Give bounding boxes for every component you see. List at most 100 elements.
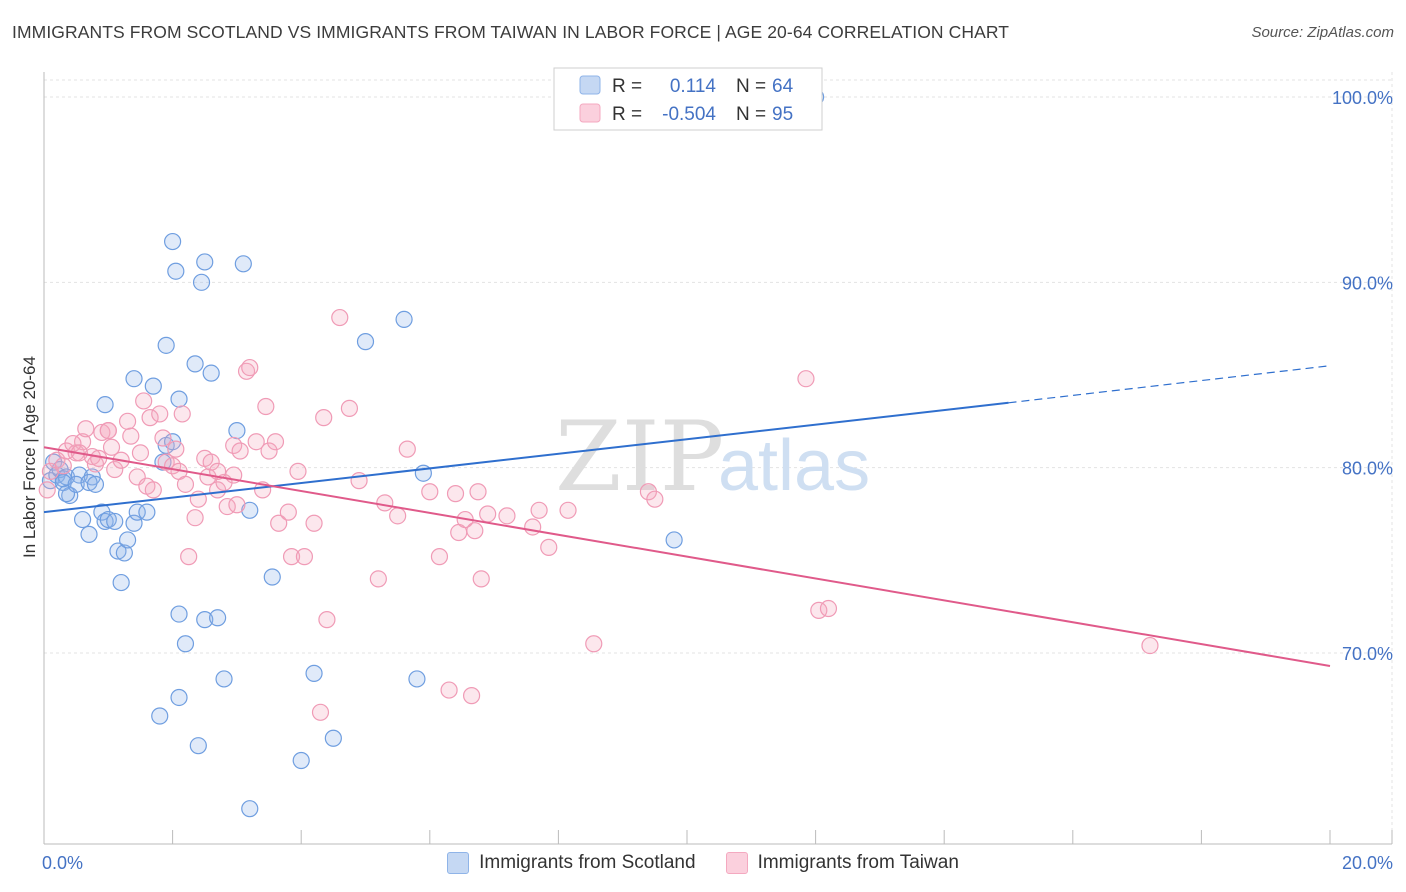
taiwan-point (819, 599, 838, 618)
scotland-point (292, 751, 310, 770)
scotland-point (209, 609, 227, 627)
x-tick-label: 0.0% (42, 853, 83, 873)
scotland-point (408, 670, 426, 688)
taiwan-point (318, 611, 336, 629)
scotland-point (138, 503, 156, 521)
scotland-point (215, 670, 233, 688)
legend-scotland-n-label: N = (736, 76, 766, 97)
scotland-point (86, 475, 105, 493)
taiwan-point (38, 481, 56, 499)
scotland-point (73, 510, 92, 529)
taiwan-point (446, 485, 465, 503)
taiwan-point (462, 687, 481, 705)
taiwan-point (228, 496, 246, 514)
taiwan-point (472, 570, 490, 588)
scotland-point (170, 605, 188, 623)
taiwan-point (466, 522, 484, 540)
taiwan-point (797, 370, 815, 388)
taiwan-point (151, 405, 169, 423)
taiwan-point (530, 501, 548, 519)
scotland-point (144, 377, 162, 395)
taiwan-point (376, 494, 394, 512)
taiwan-point (247, 433, 265, 451)
taiwan-point (260, 442, 278, 460)
taiwan-point (131, 444, 150, 462)
legend-taiwan-r-value: -0.504 (662, 104, 716, 125)
legend-scotland-r-value: 0.114 (670, 76, 717, 97)
scotland-point (356, 333, 375, 351)
y-tick-labels: 70.0% 80.0% 90.0% 100.0% (1332, 88, 1393, 664)
scotland-point (324, 729, 342, 747)
taiwan-point (54, 457, 72, 475)
taiwan-point (99, 422, 117, 440)
watermark: ZIP atlas (555, 401, 870, 513)
legend-bottom: Immigrants from Scotland Immigrants from… (0, 852, 1406, 874)
taiwan-point (305, 514, 323, 532)
scotland-point (167, 262, 185, 280)
taiwan-point (180, 548, 198, 566)
taiwan-point (167, 440, 185, 458)
scotland-point (109, 542, 127, 560)
legend-item-scotland: Immigrants from Scotland (447, 852, 696, 874)
legend-label-scotland: Immigrants from Scotland (479, 852, 696, 873)
taiwan-point (106, 460, 124, 479)
taiwan-point (202, 453, 220, 471)
taiwan-point (315, 409, 333, 427)
scotland-point (228, 422, 246, 440)
taiwan-point (331, 308, 349, 327)
taiwan-point (540, 538, 558, 556)
taiwan-point (311, 703, 330, 721)
taiwan-trend-line (43, 446, 1331, 667)
legend-item-taiwan: Immigrants from Taiwan (725, 852, 959, 874)
taiwan-point (585, 635, 603, 653)
taiwan-point (135, 392, 153, 410)
scotland-point (128, 503, 146, 521)
y-axis-label: In Labor Force | Age 20-64 (20, 356, 39, 558)
scotland-point (125, 370, 143, 388)
taiwan-point (141, 409, 159, 427)
legend-scotland-r-label: R = (612, 76, 642, 97)
taiwan-point (469, 483, 487, 501)
scotland-point (80, 473, 98, 492)
taiwan-point (257, 397, 275, 416)
scotland-point (96, 396, 114, 414)
taiwan-point (430, 548, 449, 566)
taiwan-point (279, 503, 297, 521)
taiwan-point (1141, 636, 1159, 655)
x-tick-labels: 0.0% 20.0% (42, 853, 1393, 873)
taiwan-point (421, 483, 439, 501)
taiwan-point (270, 514, 288, 532)
scotland-point (196, 611, 214, 629)
scotland-point (170, 688, 188, 707)
legend-label-taiwan: Immigrants from Taiwan (757, 852, 959, 873)
y-tick-label: 70.0% (1342, 644, 1393, 664)
legend-scotland-swatch (579, 75, 601, 95)
taiwan-point (102, 438, 121, 456)
taiwan-point (282, 548, 301, 566)
legend-swatch-taiwan (725, 852, 748, 874)
scotland-trend-line (43, 401, 1009, 514)
legend-scotland-n-value: 64 (772, 76, 794, 97)
taiwan-point (389, 507, 407, 525)
scotland-point (157, 336, 175, 354)
scotland-point (665, 531, 683, 549)
taiwan-point (186, 509, 204, 527)
legend-taiwan-r-label: R = (612, 104, 642, 125)
scotland-point (115, 544, 133, 562)
taiwan-point (440, 681, 458, 699)
taiwan-point (93, 423, 111, 442)
scotland-point (202, 364, 220, 382)
x-tick-label: 20.0% (1342, 853, 1393, 873)
taiwan-point (144, 481, 162, 499)
taiwan-point (122, 427, 140, 445)
taiwan-point (524, 518, 542, 536)
scotland-point (186, 355, 204, 373)
taiwan-point (340, 399, 359, 417)
legend-taiwan-swatch (579, 103, 601, 123)
taiwan-point (154, 429, 172, 447)
taiwan-point (295, 548, 314, 566)
taiwan-point (646, 490, 664, 508)
taiwan-point (559, 501, 577, 519)
watermark-atlas: atlas (718, 426, 870, 506)
